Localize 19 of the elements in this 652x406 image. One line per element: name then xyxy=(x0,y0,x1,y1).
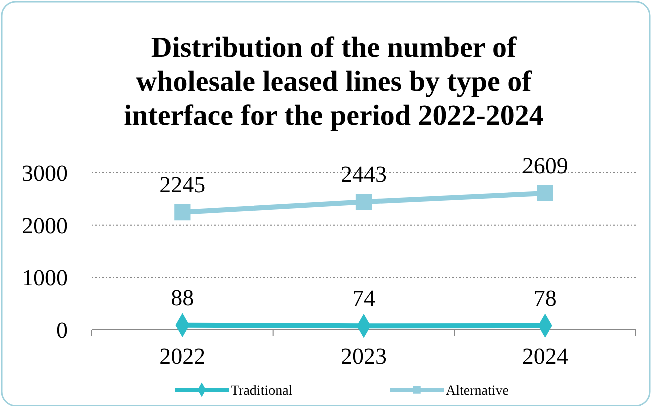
data-label: 78 xyxy=(534,286,557,311)
data-label: 2245 xyxy=(160,172,206,198)
x-tick-label: 2022 xyxy=(160,344,206,369)
y-tick-label: 0 xyxy=(56,318,68,343)
point xyxy=(537,185,554,202)
y-tick-label: 1000 xyxy=(22,266,68,291)
y-tick-label: 3000 xyxy=(22,161,68,186)
y-tick-label: 2000 xyxy=(22,213,68,238)
point xyxy=(356,194,372,210)
data-label: 88 xyxy=(171,285,194,310)
data-label: 2609 xyxy=(522,153,568,178)
chart-title: Distribution of the number of wholesale leased lines by type of interface for the period 2022-2024 xyxy=(124,32,544,132)
legend-label: Traditional xyxy=(231,384,293,399)
data-label: 2443 xyxy=(341,162,387,188)
x-tick-label: 2024 xyxy=(522,344,569,369)
data-label: 74 xyxy=(352,286,376,312)
legend-label: Alternative xyxy=(446,384,509,399)
point xyxy=(174,204,191,221)
x-tick-label: 2023 xyxy=(341,344,387,369)
